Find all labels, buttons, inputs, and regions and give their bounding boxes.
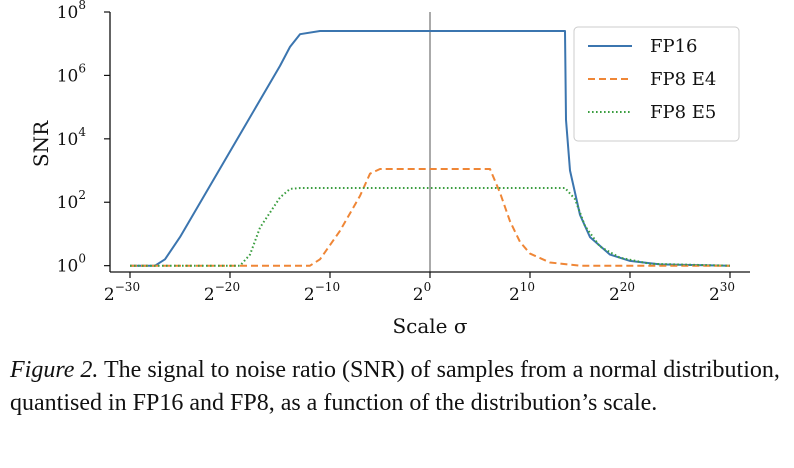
x-tick-exponent: 30 xyxy=(720,280,735,294)
x-tick-base: 2 xyxy=(304,285,315,305)
x-tick-label: 20 xyxy=(413,280,431,305)
series-line-fp8-e4 xyxy=(130,168,730,267)
x-axis-label: Scale σ xyxy=(392,314,467,338)
x-tick-base: 2 xyxy=(509,285,520,305)
series-line-fp16 xyxy=(130,30,731,267)
legend: FP16 FP8 E4 FP8 E5 xyxy=(573,26,740,142)
x-tick-base: 2 xyxy=(609,285,620,305)
legend-box xyxy=(573,26,740,142)
x-tick-base: 2 xyxy=(104,285,115,305)
x-tick-exponent: −30 xyxy=(115,280,140,294)
y-tick-label: 108 xyxy=(57,0,86,23)
figure-caption: Figure 2. The signal to noise ratio (SNR… xyxy=(10,354,786,420)
caption-label: Figure 2. xyxy=(10,357,99,383)
x-tick-base: 2 xyxy=(709,285,720,305)
y-tick-exponent: 2 xyxy=(78,188,86,202)
x-tick-exponent: −20 xyxy=(215,280,240,294)
y-tick-label: 102 xyxy=(57,188,86,213)
y-tick-base: 10 xyxy=(57,193,79,213)
x-axis-label-text: Scale σ xyxy=(392,314,467,338)
snr-chart: 2−30 2−20 2−10 20 210 220 230 100102104106108 … xyxy=(29,0,750,338)
x-tick-label: 2−10 xyxy=(304,280,340,305)
y-tick-exponent: 4 xyxy=(78,125,86,139)
y-tick-base: 10 xyxy=(57,257,79,277)
y-tick-label: 104 xyxy=(57,125,87,150)
x-tick-label: 2−20 xyxy=(204,280,240,305)
x-tick-label: 210 xyxy=(509,280,535,305)
x-tick-exponent: 20 xyxy=(620,280,635,294)
legend-label: FP8 E4 xyxy=(650,69,716,90)
caption-text: The signal to noise ratio (SNR) of sampl… xyxy=(10,357,780,416)
y-axis-label: SNR xyxy=(29,120,53,167)
x-tick-exponent: −10 xyxy=(315,280,340,294)
y-tick-label: 106 xyxy=(57,61,86,86)
x-tick-label: 230 xyxy=(709,280,735,305)
x-tick-exponent: 0 xyxy=(424,280,432,294)
x-tick-exponent: 10 xyxy=(520,280,535,294)
y-tick-base: 10 xyxy=(57,130,79,150)
legend-label: FP8 E5 xyxy=(650,102,716,123)
plot-area xyxy=(130,12,731,272)
y-tick-label: 100 xyxy=(57,252,86,277)
y-tick-exponent: 6 xyxy=(78,61,86,75)
x-tick-base: 2 xyxy=(413,285,424,305)
y-tick-base: 10 xyxy=(57,66,79,86)
y-tick-exponent: 8 xyxy=(78,0,86,12)
legend-label: FP16 xyxy=(650,36,698,57)
x-tick-label: 220 xyxy=(609,280,635,305)
x-tick-label: 2−30 xyxy=(104,280,140,305)
y-tick-exponent: 0 xyxy=(78,252,86,266)
y-tick-base: 10 xyxy=(57,3,79,23)
x-tick-base: 2 xyxy=(204,285,215,305)
x-axis-ticks: 2−30 2−20 2−10 20 210 220 230 xyxy=(104,272,735,305)
